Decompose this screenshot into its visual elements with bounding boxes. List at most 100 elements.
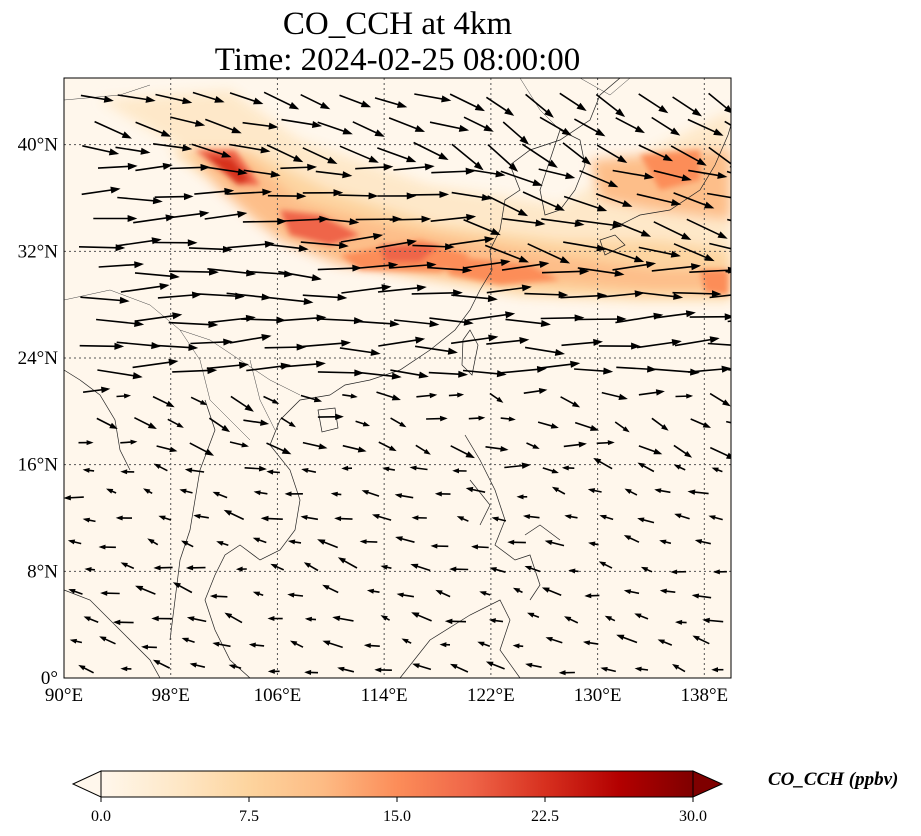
lat-tick-label: 40°N [18, 135, 59, 156]
wind-vector-head [110, 186, 121, 194]
wind-vector-head [266, 469, 274, 475]
wind-vector-head [561, 127, 572, 136]
wind-vector-head [414, 125, 426, 132]
wind-vector-head [409, 465, 417, 471]
wind-vector-head [538, 387, 548, 394]
wind-vector-head [488, 618, 496, 624]
wind-vector-head [694, 539, 703, 545]
wind-vector-head [578, 441, 587, 448]
wind-vector-head [673, 292, 684, 300]
wind-vector-head [654, 488, 662, 494]
wind-vector-head [187, 239, 198, 247]
wind-vector-head [181, 637, 189, 643]
wind-vector-head [673, 464, 682, 470]
wind-vector-head [765, 275, 772, 280]
wind-vector-head [368, 155, 379, 163]
wind-vector-shaft [577, 267, 623, 276]
wind-vector-head [363, 643, 371, 649]
wind-vector-head [303, 297, 314, 305]
wind-vector-head [292, 154, 304, 163]
lat-tick-label: 24°N [18, 348, 59, 369]
wind-vector-shaft [341, 286, 390, 294]
wind-vector-shaft [576, 318, 625, 321]
wind-vector-head [396, 101, 408, 108]
wind-vector-head [261, 334, 272, 341]
wind-vector-head [574, 219, 585, 228]
wind-vector-head [368, 192, 379, 200]
colorbar-extend-max [692, 770, 724, 798]
colorbar-extend-min [71, 770, 102, 798]
wind-vector-head [120, 469, 128, 475]
wind-vector-head [103, 95, 114, 103]
wind-vector-head [296, 343, 307, 351]
wind-vector-head [360, 100, 372, 108]
wind-vector-head [512, 643, 520, 649]
wind-vector-head [311, 121, 323, 128]
wind-vector-shaft [706, 192, 731, 199]
wind-vector-head [120, 562, 128, 568]
lat-tick-label: 32°N [18, 241, 59, 262]
wind-vector-head [288, 421, 296, 428]
wind-vector-shaft [725, 270, 731, 274]
wind-vector-head [722, 399, 731, 407]
wind-vector-head [612, 221, 623, 229]
wind-vector-head [337, 293, 348, 301]
colorbar-gradient [100, 770, 694, 798]
wind-vector-head [600, 666, 608, 672]
wind-vector-head [712, 569, 720, 575]
wind-vector-head [519, 337, 530, 345]
wind-vectors [64, 91, 772, 676]
wind-vector-head [350, 393, 358, 399]
wind-vector-head [224, 187, 235, 195]
wind-vector-shaft [726, 218, 731, 222]
wind-vector-head [258, 465, 267, 472]
wind-vector-head [740, 423, 745, 426]
wind-vector-head [383, 163, 394, 171]
wind-vector-head [598, 561, 607, 567]
wind-vector-head [288, 102, 300, 110]
wind-vector-head [172, 582, 181, 589]
wind-vector-head [165, 400, 175, 408]
wind-vector-head [674, 513, 682, 519]
wind-vector-head [253, 97, 264, 105]
wind-vector-head [671, 338, 682, 347]
wind-vector-head [169, 272, 180, 280]
wind-vector-head [505, 311, 516, 319]
wind-vector-head [547, 159, 558, 168]
wind-vector-head [631, 342, 641, 350]
wind-vector-head [200, 163, 211, 171]
wind-vector-head [439, 190, 450, 199]
wind-vector-head [687, 489, 696, 495]
wind-vector-head [717, 171, 728, 179]
wind-vector-head [466, 213, 477, 221]
wind-vector-head [130, 439, 138, 445]
wind-vector-head [389, 320, 400, 328]
wind-vector-head [108, 148, 120, 156]
wind-vector-head [248, 642, 256, 648]
wind-vector-head [474, 103, 485, 112]
wind-vector-head [634, 613, 642, 619]
wind-vector-head [112, 619, 121, 626]
wind-vector-head [691, 593, 700, 599]
wind-vector-head [481, 193, 492, 201]
wind-vector-head [447, 347, 458, 355]
wind-vector-head [223, 338, 234, 346]
wind-vector-shaft [227, 242, 273, 249]
wind-vector-head [471, 544, 479, 550]
colorbar-tick-label: 15.0 [383, 808, 411, 825]
gridlines [64, 78, 731, 678]
wind-vector-head [86, 440, 94, 446]
wind-vector-head [183, 193, 194, 201]
wind-vector-head [412, 663, 420, 669]
wind-vector-head [410, 563, 419, 569]
wind-vector-head [301, 468, 309, 473]
wind-vector-head [634, 666, 642, 672]
wind-vector-head [199, 399, 208, 406]
wind-vector-head [300, 514, 308, 520]
wind-vector-head [357, 446, 367, 453]
wind-vector-head [559, 256, 571, 264]
wind-vector-head [307, 163, 318, 171]
wind-vector-head [532, 179, 543, 186]
wind-vector-head [709, 336, 720, 344]
wind-vector-head [83, 616, 91, 622]
